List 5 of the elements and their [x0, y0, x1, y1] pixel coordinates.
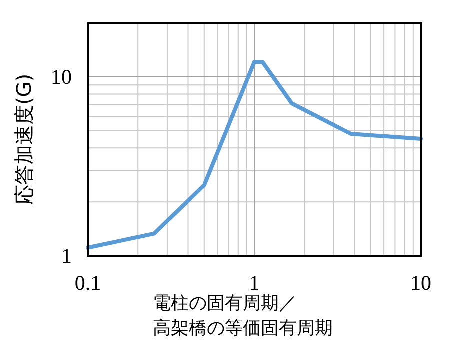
x-tick-label: 1 — [249, 271, 260, 295]
x-tick-label: 0.1 — [74, 271, 102, 295]
x-tick-label: 10 — [410, 271, 432, 295]
y-axis-title: 応答加速度(G) — [12, 74, 36, 206]
x-axis-title: 電柱の固有周期／高架橋の等価固有周期 — [153, 293, 333, 339]
